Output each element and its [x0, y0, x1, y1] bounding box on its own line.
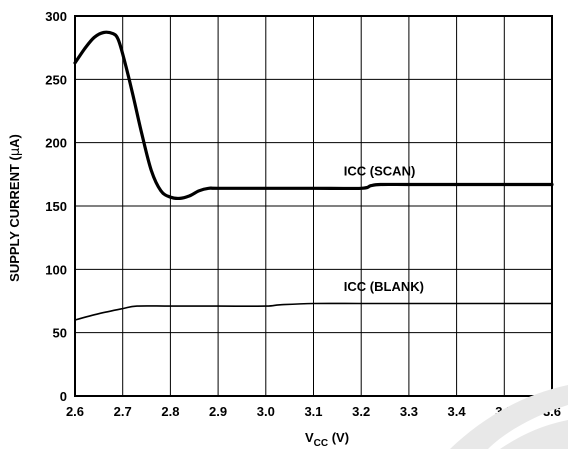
x-tick-label: 2.8: [161, 404, 179, 419]
annotations: ICC (SCAN) ICC (BLANK): [344, 164, 424, 294]
x-axis-label-sub: CC: [314, 438, 328, 449]
y-tick-labels: 0 50 100 150 200 250 300: [45, 9, 67, 404]
y-tick-label: 0: [60, 389, 67, 404]
series-label-icc-scan: ICC (SCAN): [344, 164, 416, 179]
x-axis-label: VCC (V): [305, 430, 349, 449]
y-tick-label: 100: [45, 262, 67, 277]
x-tick-label: 3.4: [448, 404, 467, 419]
x-tick-label: 3.2: [352, 404, 370, 419]
plot-frame: [74, 15, 553, 397]
y-tick-label: 300: [45, 9, 67, 24]
watermark-swoosh-shape-2: [500, 420, 568, 449]
y-tick-label: 200: [45, 136, 67, 151]
x-axis-label-main: V: [305, 430, 314, 445]
x-tick-label: 2.6: [66, 404, 84, 419]
series-line-icc-scan: [73, 30, 554, 201]
y-tick-label: 150: [45, 199, 67, 214]
series-line-icc-blank: [74, 302, 553, 321]
y-axis-label: SUPPLY CURRENT (μA): [7, 134, 23, 282]
x-tick-label: 3.0: [257, 404, 275, 419]
x-tick-label: 3.1: [304, 404, 322, 419]
x-tick-label: 3.3: [400, 404, 418, 419]
y-tick-label: 50: [53, 326, 67, 341]
y-axis-label-mu: μ: [8, 148, 23, 156]
series-layer: [73, 30, 554, 321]
x-tick-labels: 2.62.72.82.93.03.13.23.33.43.53.6: [66, 404, 561, 419]
y-axis-label-post: A): [7, 134, 22, 148]
series-label-icc-blank: ICC (BLANK): [344, 279, 424, 294]
watermark-swoosh-shape: [450, 385, 568, 449]
x-axis-label-unit: (V): [328, 430, 349, 445]
x-tick-label: 2.9: [209, 404, 227, 419]
x-tick-label: 2.7: [114, 404, 132, 419]
grid-lines: [74, 15, 553, 397]
y-tick-label: 250: [45, 72, 67, 87]
y-axis-label-pre: SUPPLY CURRENT (: [7, 155, 22, 281]
